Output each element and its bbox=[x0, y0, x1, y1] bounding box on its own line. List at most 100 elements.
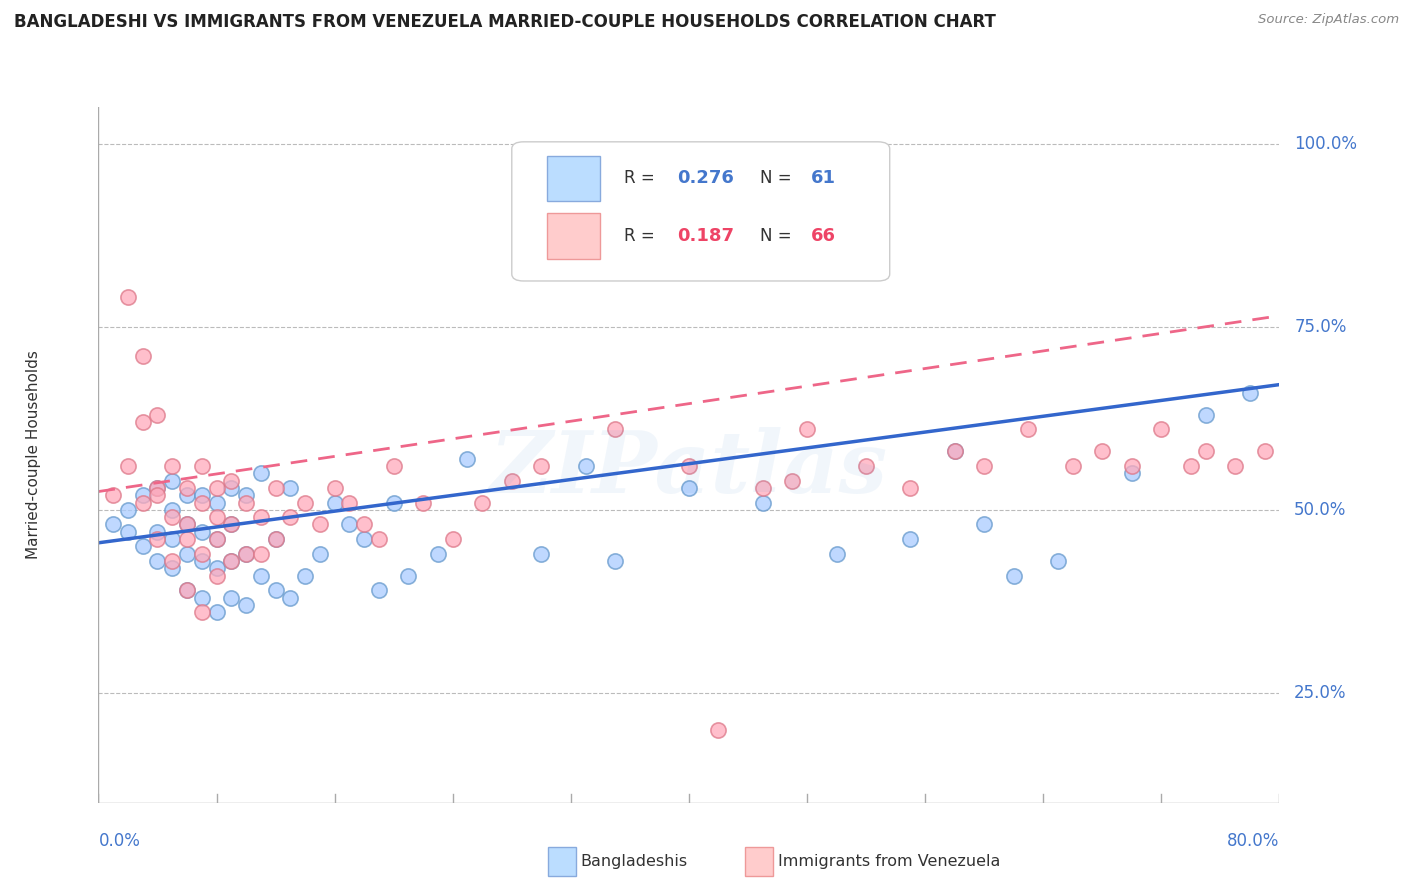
Text: ZIPatlas: ZIPatlas bbox=[489, 427, 889, 510]
Text: R =: R = bbox=[624, 227, 659, 245]
Point bbox=[412, 495, 434, 509]
Text: 61: 61 bbox=[811, 169, 835, 187]
Text: 66: 66 bbox=[811, 227, 835, 245]
Text: 50.0%: 50.0% bbox=[1294, 500, 1347, 519]
Point bbox=[1002, 568, 1025, 582]
Point bbox=[264, 532, 287, 546]
Point bbox=[250, 467, 273, 481]
Point bbox=[337, 517, 360, 532]
Point bbox=[825, 547, 848, 561]
Point bbox=[132, 415, 155, 429]
Point bbox=[219, 517, 242, 532]
Point bbox=[751, 481, 773, 495]
Point bbox=[530, 547, 553, 561]
Point bbox=[294, 568, 316, 582]
Point bbox=[235, 488, 257, 502]
Point bbox=[751, 495, 773, 509]
Point bbox=[1254, 444, 1277, 458]
Point bbox=[278, 510, 302, 524]
Point bbox=[501, 474, 523, 488]
Point bbox=[943, 444, 966, 458]
Point bbox=[382, 495, 405, 509]
Point bbox=[1180, 458, 1202, 473]
Point bbox=[176, 532, 198, 546]
Point bbox=[1150, 422, 1173, 436]
Point bbox=[1091, 444, 1114, 458]
Text: 80.0%: 80.0% bbox=[1227, 832, 1279, 850]
Point bbox=[264, 532, 287, 546]
Point bbox=[323, 481, 346, 495]
Point bbox=[574, 458, 596, 473]
Point bbox=[235, 598, 257, 612]
Point bbox=[1195, 408, 1218, 422]
Point bbox=[162, 474, 183, 488]
Point bbox=[162, 458, 183, 473]
Text: Immigrants from Venezuela: Immigrants from Venezuela bbox=[778, 855, 1000, 869]
Point bbox=[855, 458, 877, 473]
Point bbox=[191, 547, 214, 561]
Point bbox=[1121, 467, 1143, 481]
Point bbox=[191, 488, 214, 502]
Point bbox=[117, 524, 139, 539]
Point bbox=[396, 568, 419, 582]
Point bbox=[205, 495, 228, 509]
Point bbox=[353, 532, 375, 546]
Point bbox=[176, 583, 198, 598]
Point bbox=[294, 495, 316, 509]
Point bbox=[337, 495, 360, 509]
Point bbox=[278, 591, 302, 605]
Point bbox=[1062, 458, 1084, 473]
Point bbox=[1239, 385, 1261, 400]
Point bbox=[205, 606, 228, 620]
Point bbox=[205, 532, 228, 546]
Point bbox=[117, 503, 139, 517]
Point bbox=[162, 561, 183, 575]
Point bbox=[191, 591, 214, 605]
Point bbox=[117, 458, 139, 473]
Point bbox=[146, 532, 169, 546]
Text: 25.0%: 25.0% bbox=[1294, 684, 1347, 702]
Point bbox=[530, 458, 553, 473]
Point bbox=[782, 474, 804, 488]
Point bbox=[235, 547, 257, 561]
Point bbox=[191, 554, 214, 568]
Point bbox=[205, 561, 228, 575]
Text: 0.276: 0.276 bbox=[678, 169, 734, 187]
Point bbox=[250, 510, 273, 524]
Point bbox=[278, 481, 302, 495]
Point bbox=[162, 510, 183, 524]
Text: Bangladeshis: Bangladeshis bbox=[581, 855, 688, 869]
Point bbox=[219, 474, 242, 488]
Point bbox=[605, 422, 627, 436]
Point bbox=[323, 495, 346, 509]
Point bbox=[943, 444, 966, 458]
Text: BANGLADESHI VS IMMIGRANTS FROM VENEZUELA MARRIED-COUPLE HOUSEHOLDS CORRELATION C: BANGLADESHI VS IMMIGRANTS FROM VENEZUELA… bbox=[14, 13, 995, 31]
Text: Married-couple Households: Married-couple Households bbox=[25, 351, 41, 559]
Text: 100.0%: 100.0% bbox=[1294, 135, 1357, 153]
Point bbox=[191, 524, 214, 539]
Point bbox=[250, 547, 273, 561]
Point bbox=[117, 290, 139, 304]
Point bbox=[678, 481, 700, 495]
Point bbox=[132, 495, 155, 509]
Point bbox=[205, 568, 228, 582]
FancyBboxPatch shape bbox=[547, 213, 600, 259]
Point bbox=[132, 540, 155, 554]
Point bbox=[900, 481, 922, 495]
Point bbox=[176, 583, 198, 598]
Point bbox=[235, 547, 257, 561]
Text: 0.0%: 0.0% bbox=[98, 832, 141, 850]
Point bbox=[1046, 554, 1069, 568]
Point bbox=[162, 503, 183, 517]
Point bbox=[205, 481, 228, 495]
Point bbox=[1121, 458, 1143, 473]
Point bbox=[146, 524, 169, 539]
Point bbox=[191, 458, 214, 473]
Point bbox=[456, 451, 478, 466]
Point bbox=[1195, 444, 1218, 458]
Text: N =: N = bbox=[759, 227, 797, 245]
Point bbox=[309, 547, 332, 561]
Point bbox=[146, 554, 169, 568]
Point bbox=[191, 606, 214, 620]
Point bbox=[219, 481, 242, 495]
